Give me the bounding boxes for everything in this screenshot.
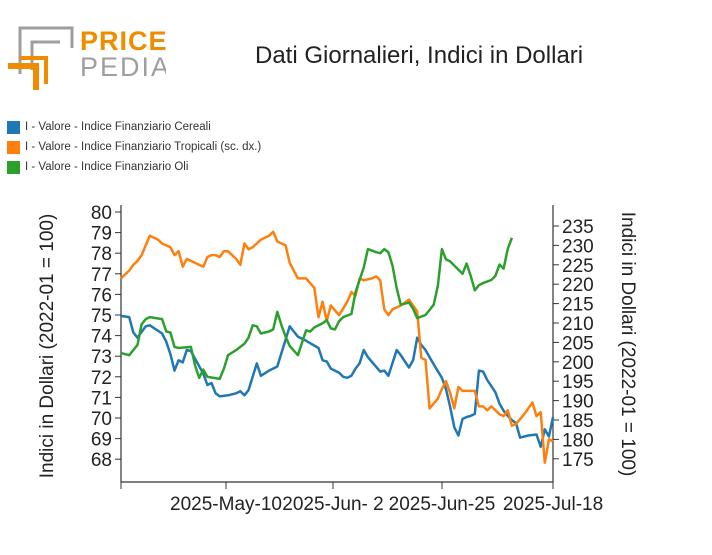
right-tick-label: 200 xyxy=(562,353,594,374)
left-tick-label: 79 xyxy=(91,224,112,245)
right-tick-label: 180 xyxy=(562,430,594,451)
left-tick-label: 69 xyxy=(91,430,112,451)
legend-label-tropicali: I - Valore - Indice Finanziario Tropical… xyxy=(25,141,262,153)
series-line-oli xyxy=(120,237,514,381)
legend-item-tropicali: I - Valore - Indice Finanziario Tropical… xyxy=(7,137,261,157)
right-tick-label: 210 xyxy=(562,314,594,335)
logo-mark-gray-inner xyxy=(30,40,60,70)
left-tick-label: 80 xyxy=(91,203,112,224)
x-tick-label: 2025-Jun-25 xyxy=(389,494,496,515)
left-tick-label: 73 xyxy=(91,347,112,368)
left-tick-label: 74 xyxy=(91,327,113,348)
x-tick-label: 2025-Jul-18 xyxy=(503,494,603,515)
logo-mark-orange xyxy=(8,63,39,90)
right-tick-label: 175 xyxy=(562,450,594,471)
right-tick-label: 205 xyxy=(562,333,594,354)
legend-label-oli: I - Valore - Indice Finanziario Oli xyxy=(25,161,189,173)
legend-label-cereali: I - Valore - Indice Finanziario Cereali xyxy=(25,121,211,133)
chart-legend: I - Valore - Indice Finanziario Cereali … xyxy=(7,117,261,177)
legend-item-oli: I - Valore - Indice Finanziario Oli xyxy=(7,157,261,177)
logo-text-pedia: PEDIA xyxy=(80,52,166,82)
logo-text-price: PRICE xyxy=(80,26,166,56)
legend-swatch-tropicali xyxy=(7,140,20,154)
x-tick-label: 2025-Jun- 2 xyxy=(282,494,383,515)
chart-axes xyxy=(115,205,559,489)
series-line-cereali xyxy=(120,314,555,449)
right-tick-label: 185 xyxy=(562,411,594,432)
right-tick-label: 230 xyxy=(562,236,594,257)
left-axis-label: Indici in Dollari (2022-01 = 100) xyxy=(37,214,58,479)
left-tick-label: 68 xyxy=(91,450,112,471)
right-tick-label: 225 xyxy=(562,256,594,277)
left-tick-label: 77 xyxy=(91,265,112,286)
chart-title: Dati Giornalieri, Indici in Dollari xyxy=(255,42,584,69)
chart-series xyxy=(120,230,555,464)
legend-swatch-oli xyxy=(7,160,20,174)
right-tick-label: 190 xyxy=(562,392,594,413)
left-tick-label: 78 xyxy=(91,244,112,265)
x-tick-label: 2025-May-10 xyxy=(170,494,282,515)
logo-mark-gray xyxy=(18,26,74,74)
pricepedia-logo: PRICE PEDIA xyxy=(8,26,166,90)
right-tick-label: 215 xyxy=(562,295,594,316)
left-tick-label: 70 xyxy=(91,409,112,430)
legend-item-cereali: I - Valore - Indice Finanziario Cereali xyxy=(7,117,261,137)
right-tick-label: 235 xyxy=(562,217,594,238)
legend-swatch-cereali xyxy=(7,120,20,134)
logo-mark-orange-inner xyxy=(20,56,48,84)
right-axis-label: Indici in Dollari (2022-01 = 100) xyxy=(617,212,638,477)
left-tick-label: 76 xyxy=(91,285,112,306)
left-tick-label: 72 xyxy=(91,368,112,389)
right-tick-label: 220 xyxy=(562,275,594,296)
series-line-tropicali xyxy=(120,230,554,464)
left-tick-label: 71 xyxy=(91,388,112,409)
right-tick-label: 195 xyxy=(562,372,594,393)
left-tick-label: 75 xyxy=(91,306,112,327)
